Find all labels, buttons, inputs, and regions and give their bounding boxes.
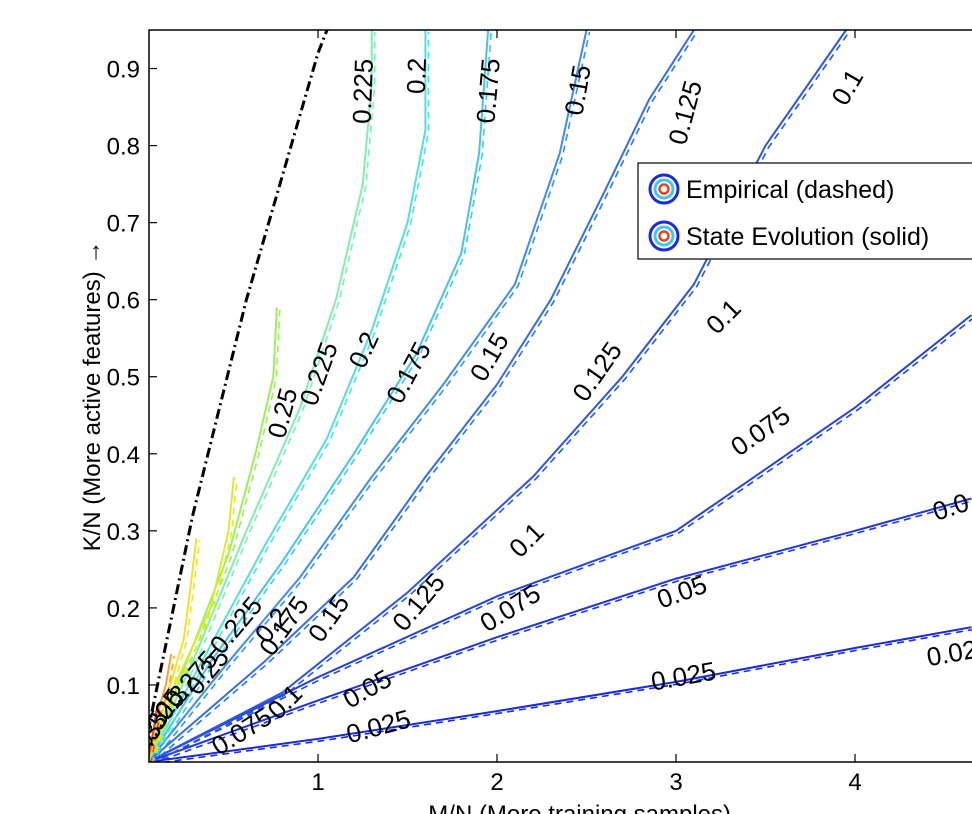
contour-line-0-175-dashed	[151, 31, 492, 762]
contour-line-0-225-solid	[149, 30, 373, 762]
contour-line-0-075-dashed	[153, 317, 972, 762]
contour-line-0-075-solid	[149, 314, 972, 762]
contour-line-0-225-dashed	[150, 32, 376, 762]
contour-line-0-2-solid	[149, 30, 427, 762]
y-tick-label: 0.9	[107, 57, 140, 84]
contour-line-0-025-dashed	[159, 628, 972, 762]
legend-entry-state-evolution: State Evolution (solid)	[686, 223, 929, 251]
x-tick-label: 3	[669, 769, 682, 796]
contour-line-0-125-dashed	[151, 31, 698, 762]
contour-lines	[149, 30, 972, 762]
contour-line-0-3-solid	[149, 538, 198, 762]
contour-line-0-025-solid	[149, 626, 972, 762]
legend-marker-empirical-icon	[648, 173, 680, 205]
x-axis-label: M/N (More training samples) →	[428, 801, 761, 814]
contour-line-0-325-dashed	[150, 655, 175, 762]
y-axis-label: K/N (More active features) →	[79, 241, 106, 552]
legend-box	[637, 162, 972, 260]
y-tick-label: 0.5	[107, 365, 140, 392]
y-tick-label: 0.3	[107, 519, 140, 546]
contour-line-0-3-dashed	[150, 540, 201, 762]
plot-frame	[148, 29, 972, 763]
phase-boundary-line	[149, 30, 329, 732]
contour-line-0-05-dashed	[154, 500, 972, 762]
contour-line-0-15-dashed	[151, 31, 591, 762]
contour-label: 0.175	[470, 57, 506, 124]
y-tick-label: 0.8	[107, 134, 140, 161]
phase-boundary	[149, 30, 329, 732]
contour-label: 0.2	[401, 57, 432, 94]
contour-line-0-175-solid	[149, 30, 490, 762]
contour-line-0-05-solid	[149, 497, 972, 762]
y-tick-label: 0.1	[107, 673, 140, 700]
contour-line-0-275-solid	[149, 476, 235, 762]
contour-label: 0.02	[924, 634, 972, 672]
y-tick-label: 0.7	[107, 211, 140, 238]
x-axis: 1 2 3 4	[311, 30, 862, 796]
y-tick-label: 0.6	[107, 288, 140, 315]
contour-line-0-2-dashed	[151, 32, 430, 762]
x-tick-label: 4	[848, 769, 861, 796]
contour-line-0-15-solid	[149, 30, 588, 762]
x-tick-label: 2	[490, 769, 503, 796]
contour-line-0-275-dashed	[150, 478, 238, 762]
legend-entry-empirical: Empirical (dashed)	[686, 176, 894, 204]
y-tick-label: 0.4	[107, 442, 140, 469]
contour-line-0-25-solid	[149, 307, 278, 762]
x-tick-label: 1	[311, 769, 324, 796]
contour-line-0-125-solid	[149, 30, 695, 762]
contour-label: 0.225	[347, 58, 379, 124]
y-axis: 0.1 0.2 0.3 0.4 0.5 0.6 0.7 0.8 0.9	[107, 57, 157, 700]
legend-marker-state-evolution-icon	[648, 220, 680, 252]
y-tick-label: 0.2	[107, 596, 140, 623]
legend: Empirical (dashed) State Evolution (soli…	[637, 162, 972, 260]
